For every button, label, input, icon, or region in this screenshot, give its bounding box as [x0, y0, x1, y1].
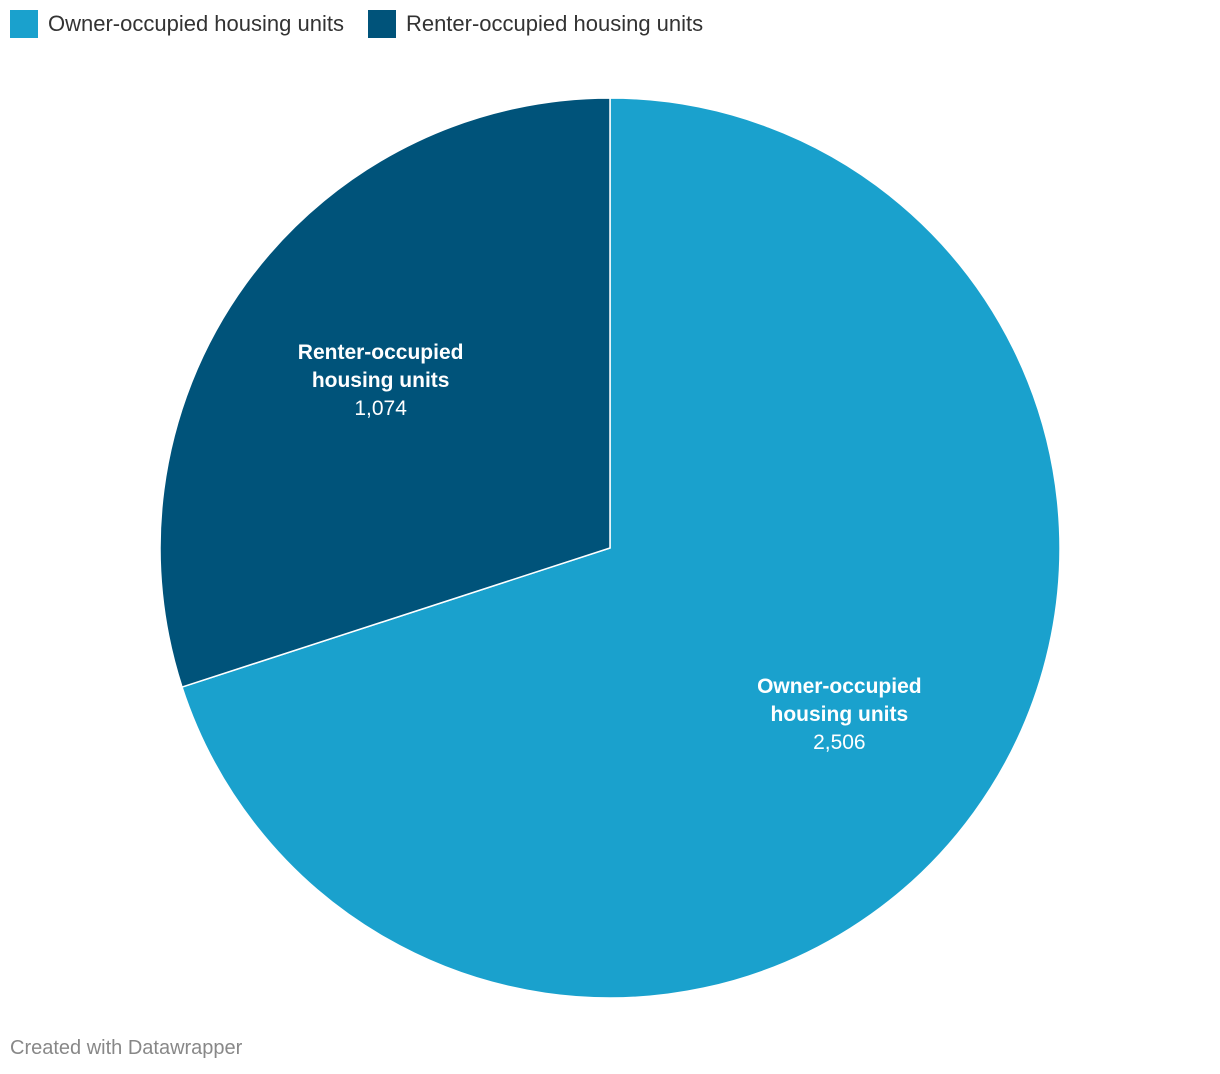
slice-label: Owner-occupied housing units 2,506: [739, 673, 939, 757]
pie-slice: [181, 97, 1061, 999]
pie-slice: [159, 97, 611, 689]
slice-value: 2,506: [813, 730, 866, 754]
slice-name: Owner-occupied housing units: [757, 674, 922, 726]
credit: Created with Datawrapper: [10, 1037, 243, 1059]
legend-entry: Owner-occupied housing units: [10, 10, 344, 38]
legend-label: Renter-occupied housing units: [405, 11, 704, 36]
legend-entry: Renter-occupied housing units: [367, 10, 704, 38]
legend-swatch: [10, 10, 38, 38]
slice-label: Renter-occupied housing units 1,074: [281, 339, 481, 423]
legend: Owner-occupied housing units Renter-occup…: [10, 10, 703, 38]
slice-name: Renter-occupied housing units: [297, 341, 464, 393]
legend-label: Owner-occupied housing units: [48, 11, 344, 36]
legend-swatch: [367, 10, 396, 38]
slice-value: 1,074: [354, 397, 407, 421]
